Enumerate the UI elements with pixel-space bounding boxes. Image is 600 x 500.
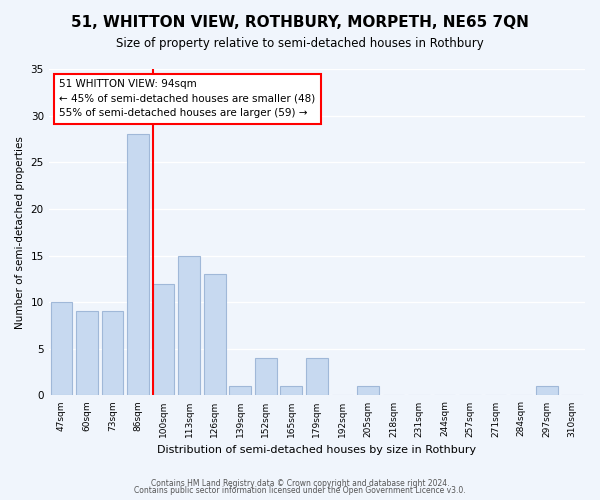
Y-axis label: Number of semi-detached properties: Number of semi-detached properties <box>15 136 25 328</box>
Bar <box>280 386 302 396</box>
Bar <box>255 358 277 396</box>
Bar <box>204 274 226 396</box>
Bar <box>357 386 379 396</box>
Text: Size of property relative to semi-detached houses in Rothbury: Size of property relative to semi-detach… <box>116 38 484 51</box>
Bar <box>127 134 149 396</box>
Text: Contains public sector information licensed under the Open Government Licence v3: Contains public sector information licen… <box>134 486 466 495</box>
Bar <box>536 386 557 396</box>
Bar <box>306 358 328 396</box>
Text: 51, WHITTON VIEW, ROTHBURY, MORPETH, NE65 7QN: 51, WHITTON VIEW, ROTHBURY, MORPETH, NE6… <box>71 15 529 30</box>
Bar <box>153 284 175 396</box>
Bar <box>229 386 251 396</box>
Text: 51 WHITTON VIEW: 94sqm
← 45% of semi-detached houses are smaller (48)
55% of sem: 51 WHITTON VIEW: 94sqm ← 45% of semi-det… <box>59 79 316 118</box>
Bar <box>76 312 98 396</box>
Bar <box>101 312 124 396</box>
X-axis label: Distribution of semi-detached houses by size in Rothbury: Distribution of semi-detached houses by … <box>157 445 476 455</box>
Bar <box>178 256 200 396</box>
Bar <box>50 302 72 396</box>
Text: Contains HM Land Registry data © Crown copyright and database right 2024.: Contains HM Land Registry data © Crown c… <box>151 478 449 488</box>
